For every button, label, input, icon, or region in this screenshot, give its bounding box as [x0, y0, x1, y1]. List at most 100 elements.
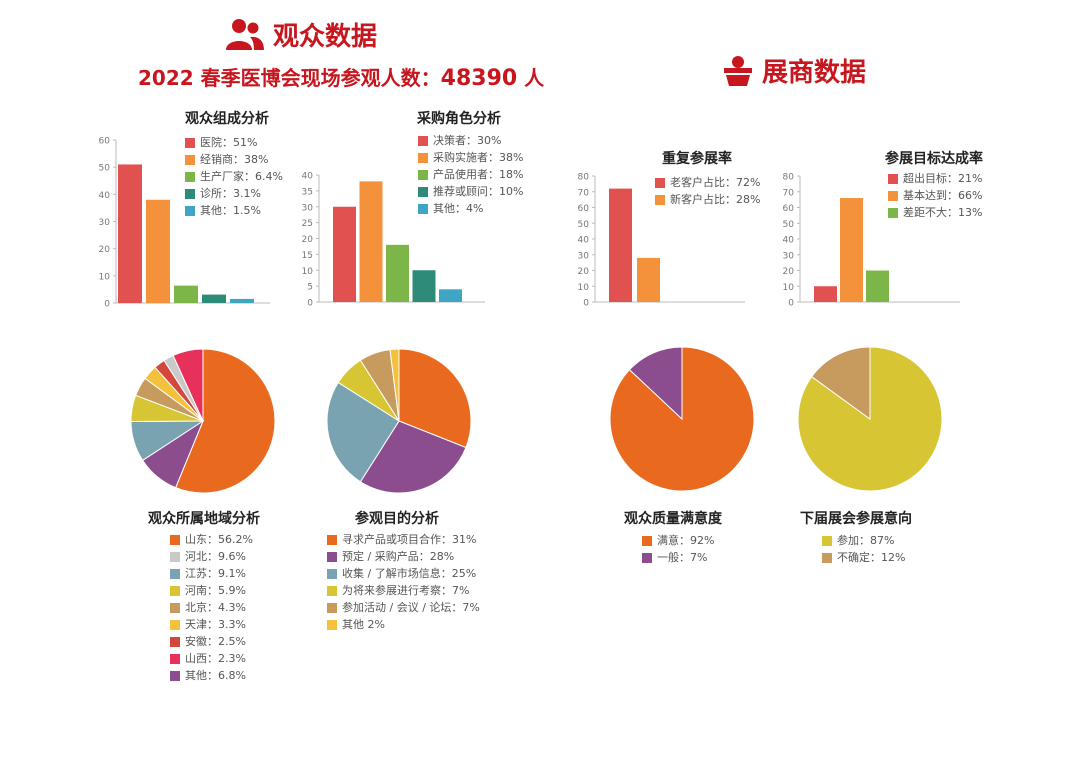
bar-差距不大	[866, 270, 889, 302]
legend-item: 超出目标：21%	[888, 170, 982, 187]
legend-item: 经销商：38%	[185, 151, 283, 168]
pie-slice	[811, 346, 871, 420]
legend-item: 山东：56.2%	[170, 531, 253, 548]
legend-swatch	[418, 152, 428, 163]
exhibitor-title: 展商数据	[762, 58, 867, 88]
legend-item: 产品使用者：18%	[418, 166, 523, 183]
legend-item: 决策者：30%	[418, 132, 523, 149]
legend-label: 收集 / 了解市场信息：25%	[342, 567, 477, 580]
legend-goal-achievement: 超出目标：21% 基本达到：66% 差距不大：13%	[888, 170, 982, 221]
y-tick-label: 0	[583, 299, 589, 309]
legend-swatch	[170, 636, 180, 647]
legend-item: 参加：87%	[822, 532, 905, 549]
y-tick-label: 40	[783, 236, 795, 246]
legend-label: 河南：5.9%	[185, 584, 246, 597]
legend-item: 差距不大：13%	[888, 204, 982, 221]
legend-swatch	[170, 585, 180, 596]
legend-item: 一般：7%	[642, 549, 714, 566]
bar-诊所	[202, 294, 226, 303]
legend-label: 推荐或顾问：10%	[433, 185, 524, 198]
bar-采购实施者	[359, 181, 383, 302]
legend-swatch	[655, 177, 665, 188]
y-tick-label: 60	[99, 137, 111, 147]
y-tick-label: 10	[783, 283, 795, 293]
chart-title-audience-region: 观众所属地域分析	[148, 511, 260, 527]
legend-label: 老客户占比：72%	[670, 176, 761, 189]
legend-label: 基本达到：66%	[903, 189, 983, 202]
legend-label: 其他：4%	[433, 202, 484, 215]
y-tick-label: 25	[302, 219, 313, 229]
bar-其他	[439, 289, 462, 302]
audience-title: 观众数据	[273, 22, 378, 52]
legend-item: 天津：3.3%	[170, 616, 253, 633]
y-tick-label: 5	[307, 283, 313, 293]
legend-swatch	[170, 602, 180, 613]
legend-swatch	[822, 552, 832, 563]
chart-title-next-exhibit-intention: 下届展会参展意向	[800, 511, 912, 527]
pie-slice	[359, 420, 467, 494]
chart-title-purchase-role: 采购角色分析	[417, 111, 501, 127]
legend-item: 满意：92%	[642, 532, 714, 549]
pie-chart-audience-region	[130, 348, 276, 494]
legend-swatch	[185, 137, 195, 148]
legend-item: 老客户占比：72%	[655, 174, 760, 191]
legend-item: 寻求产品或项目合作：31%	[327, 531, 480, 548]
chart-title-repeat-exhibit-rate: 重复参展率	[662, 151, 732, 167]
legend-swatch	[185, 188, 195, 199]
legend-audience-region: 山东：56.2% 河北：9.6% 江苏：9.1% 河南：5.9% 北京：4.3% 天津：3…	[170, 531, 253, 684]
legend-label: 决策者：30%	[433, 134, 502, 147]
legend-label: 河北：9.6%	[185, 550, 246, 563]
legend-swatch	[888, 173, 898, 184]
legend-label: 为将来参展进行考察：7%	[342, 584, 470, 597]
y-tick-label: 15	[302, 251, 313, 261]
legend-item: 山西：2.3%	[170, 650, 253, 667]
legend-item: 新客户占比：28%	[655, 191, 760, 208]
legend-swatch	[327, 619, 337, 630]
legend-item: 参加活动 / 会议 / 论坛：7%	[327, 599, 480, 616]
legend-swatch	[170, 551, 180, 562]
y-tick-label: 40	[99, 191, 111, 201]
y-tick-label: 20	[99, 245, 111, 255]
legend-purchase-role: 决策者：30% 采购实施者：38% 产品使用者：18% 推荐或顾问：10% 其他：4%	[418, 132, 523, 217]
bar-决策者	[333, 206, 356, 302]
subtitle-prefix: 2022 春季医博会现场参观人数：	[138, 66, 441, 90]
legend-label: 山东：56.2%	[185, 533, 253, 546]
y-tick-label: 80	[578, 173, 590, 183]
pie-slice	[175, 348, 276, 494]
legend-label: 一般：7%	[657, 551, 708, 564]
legend-swatch	[888, 190, 898, 201]
legend-label: 参加活动 / 会议 / 论坛：7%	[342, 601, 480, 614]
legend-label: 新客户占比：28%	[670, 193, 761, 206]
pie-slice	[172, 348, 204, 422]
legend-swatch	[327, 534, 337, 545]
legend-item: 预定 / 采购产品：28%	[327, 548, 480, 565]
pie-chart-audience-satisfaction	[609, 346, 755, 492]
y-tick-label: 30	[578, 251, 590, 261]
y-tick-label: 80	[783, 173, 795, 183]
legend-item: 诊所：3.1%	[185, 185, 283, 202]
legend-item: 河北：9.6%	[170, 548, 253, 565]
legend-item: 医院：51%	[185, 134, 283, 151]
legend-label: 其他：1.5%	[200, 204, 261, 217]
legend-item: 其他 2%	[327, 616, 480, 633]
chart-title-visit-purpose: 参观目的分析	[355, 511, 439, 527]
chart-title-goal-achievement: 参展目标达成率	[885, 151, 983, 167]
legend-swatch	[170, 670, 180, 681]
bar-产品使用者	[386, 244, 409, 302]
y-tick-label: 0	[307, 299, 313, 309]
legend-swatch	[327, 568, 337, 579]
legend-label: 北京：4.3%	[185, 601, 246, 614]
legend-item: 安徽：2.5%	[170, 633, 253, 650]
chart-title-audience-composition: 观众组成分析	[185, 111, 269, 127]
legend-label: 山西：2.3%	[185, 652, 246, 665]
exhibitor-icon	[724, 55, 752, 86]
legend-swatch	[655, 194, 665, 205]
legend-item: 收集 / 了解市场信息：25%	[327, 565, 480, 582]
bar-生产厂家	[174, 285, 198, 303]
legend-label: 超出目标：21%	[903, 172, 983, 185]
legend-item: 北京：4.3%	[170, 599, 253, 616]
legend-label: 寻求产品或项目合作：31%	[342, 533, 477, 546]
legend-item: 推荐或顾问：10%	[418, 183, 523, 200]
y-tick-label: 10	[99, 272, 111, 282]
legend-label: 生产厂家：6.4%	[200, 170, 283, 183]
